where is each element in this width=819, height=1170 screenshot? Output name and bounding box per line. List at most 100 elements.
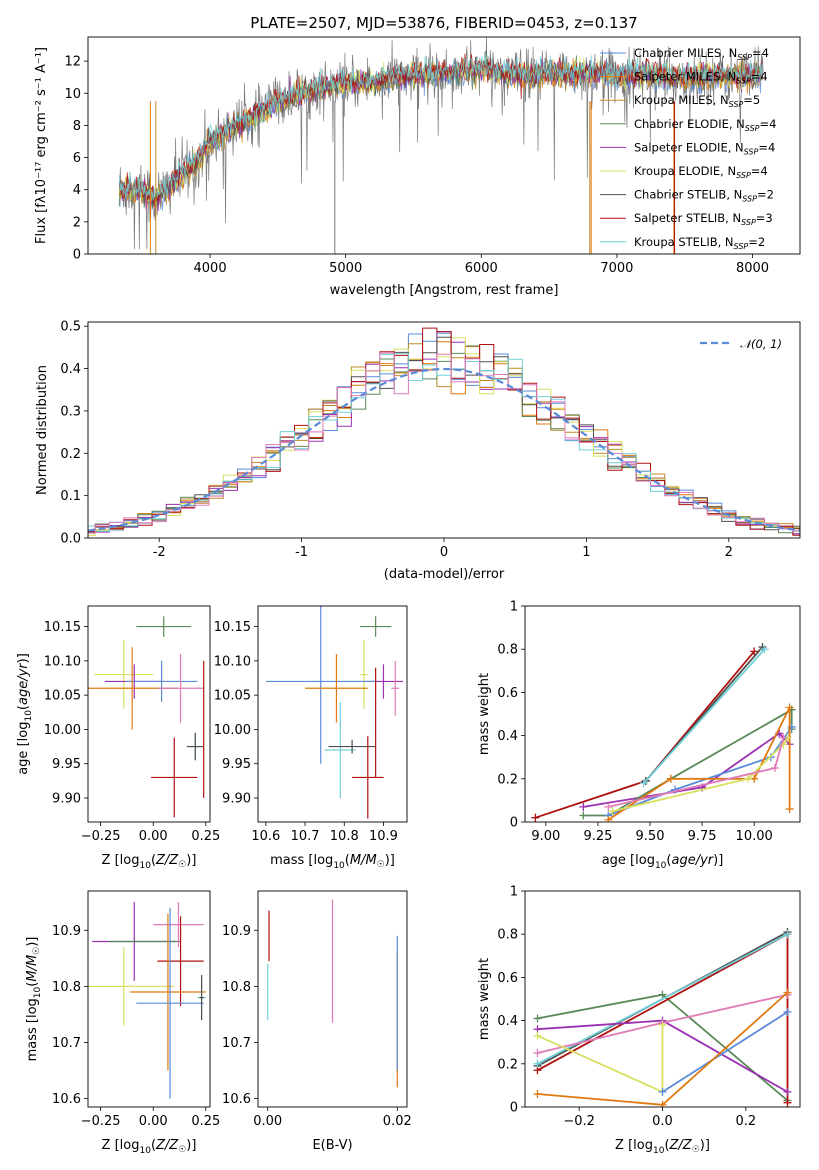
error-point <box>328 739 376 754</box>
weight-line <box>583 708 793 817</box>
y-tick-label: 6 <box>73 151 81 166</box>
x-axis-label: wavelength [Angstrom, rest frame] <box>330 283 559 298</box>
weight-series <box>639 645 769 788</box>
y-tick-label: 0.4 <box>497 729 518 744</box>
x-axis-label: E(B-V) <box>312 1138 352 1153</box>
y-tick-label: 10.05 <box>44 689 81 704</box>
error-point <box>88 947 175 1026</box>
y-tick-label: 10.6 <box>52 1092 81 1107</box>
x-axis-label: Z [log10(Z/Z☉)] <box>102 853 197 871</box>
legend-label: Kroupa ELODIE, NSSP=4 <box>634 164 768 180</box>
plot-frame <box>524 605 801 823</box>
weight-marker <box>783 988 792 997</box>
weight-line <box>662 1011 788 1093</box>
weight-marker <box>579 811 588 820</box>
x-tick-label: 0.2 <box>735 1114 756 1129</box>
y-tick-label: 10.15 <box>44 620 81 635</box>
error-point <box>391 660 400 716</box>
y-axis-label: Normed distribution <box>35 365 50 495</box>
x-tick-label: 2 <box>725 545 733 560</box>
panel-age_vs_mass: 10.6 10.7 10.8 10.9 9.90 9.95 10.00 10.05 10.10 1… <box>214 605 408 871</box>
error-point <box>359 616 392 637</box>
y-axis-label: mass weight <box>477 673 492 755</box>
plot-frame <box>87 36 801 255</box>
panel-mass_vs_ebv: 0.00 0.02 10.6 10.7 10.8 10.9 E(B-V) <box>222 890 412 1153</box>
x-tick-label: −0.25 <box>81 1114 121 1129</box>
weight-marker <box>760 645 769 654</box>
x-tick-label: 10.6 <box>251 829 280 844</box>
y-axis-label: mass [log10(M/M☉)] <box>25 937 43 1062</box>
y-tick-label: 10.05 <box>214 689 251 704</box>
x-tick-label: 0.00 <box>253 1114 282 1129</box>
x-tick-label: 0.00 <box>139 829 168 844</box>
error-point <box>157 654 204 723</box>
legend-label: Chabrier STELIB, NSSP=2 <box>634 188 774 204</box>
error-point <box>199 975 204 1021</box>
weight-line <box>535 650 755 819</box>
y-tick-label: 0 <box>510 816 518 831</box>
legend: Chabrier MILES, NSSP=4 Salpeter MILES, NS… <box>600 46 776 251</box>
weight-series <box>604 733 788 811</box>
panel-age_vs_Z: −0.25 0.00 0.25 9.90 9.95 10.00 10.05 10.10 10.1… <box>16 605 220 871</box>
histogram-step <box>88 352 800 534</box>
x-tick-label: 4000 <box>194 261 227 276</box>
y-tick-label: 10.15 <box>214 620 251 635</box>
plot-frame <box>87 890 211 1108</box>
plot-frame <box>87 605 211 823</box>
x-tick-label: 6000 <box>465 261 498 276</box>
x-axis-label: Z [log10(Z/Z☉)] <box>615 1138 710 1156</box>
weight-marker <box>785 805 794 814</box>
error-point <box>94 640 154 709</box>
weight-marker <box>783 930 792 939</box>
x-tick-label: 0.02 <box>383 1114 412 1129</box>
y-tick-label: 0.6 <box>497 971 518 986</box>
y-tick-label: 9.95 <box>222 757 251 772</box>
weight-line <box>612 737 789 813</box>
error-point <box>157 916 204 1007</box>
weight-marker <box>533 1014 542 1023</box>
y-tick-label: 8 <box>73 119 81 134</box>
x-tick-label: 9.75 <box>688 829 717 844</box>
y-tick-label: 9.90 <box>52 792 81 807</box>
y-tick-label: 2 <box>73 215 81 230</box>
weight-marker <box>658 990 667 999</box>
normal-curve <box>88 367 800 532</box>
y-tick-label: 1 <box>510 885 518 900</box>
legend-label: Salpeter MILES, NSSP=4 <box>634 70 768 86</box>
x-tick-label: 10.7 <box>291 829 320 844</box>
x-axis-label: Z [log10(Z/Z☉)] <box>102 1138 197 1156</box>
weight-marker <box>785 703 794 712</box>
weight-marker <box>783 1098 792 1107</box>
weight-series <box>608 733 792 816</box>
x-tick-label: 9.00 <box>531 829 560 844</box>
y-tick-label: 10.7 <box>222 1036 251 1051</box>
weight-marker <box>604 815 613 822</box>
y-tick-label: 0.4 <box>60 362 81 377</box>
y-tick-label: 0 <box>73 248 81 263</box>
y-tick-label: 0.2 <box>60 447 81 462</box>
y-tick-label: 0.2 <box>497 772 518 787</box>
legend-label: 𝒩(0, 1) <box>740 337 782 351</box>
weight-marker <box>533 1049 542 1057</box>
x-tick-label: 9.50 <box>636 829 665 844</box>
x-axis-label: age [log10(age/yr)] <box>602 853 724 871</box>
panel-mass_vs_Z: −0.25 0.00 0.25 10.6 10.7 10.8 10.9 Z [log10(Z/… <box>25 890 220 1156</box>
panel-spectrum: 4000 5000 6000 7000 8000 0 2 4 6 8 10 12 PLATE=2507,… <box>34 14 801 298</box>
y-tick-label: 0.3 <box>60 404 81 419</box>
x-tick-label: 10.00 <box>736 829 773 844</box>
legend-label: Salpeter ELODIE, NSSP=4 <box>634 140 775 156</box>
y-axis-label: Flux [fλ10⁻¹⁷ erg cm⁻² s⁻¹ A⁻¹] <box>34 47 49 244</box>
weight-marker <box>666 774 675 783</box>
weight-series <box>658 1007 792 1096</box>
x-tick-label: 0.00 <box>139 1114 168 1129</box>
weight-marker <box>639 779 648 788</box>
error-point <box>359 640 368 709</box>
x-tick-label: 5000 <box>329 261 362 276</box>
weight-marker <box>533 1059 542 1068</box>
error-point <box>153 902 204 948</box>
weight-marker <box>608 807 617 816</box>
weight-marker <box>783 1007 792 1016</box>
weight-marker <box>750 647 759 656</box>
x-tick-label: 10.9 <box>369 829 398 844</box>
y-tick-label: 12 <box>64 55 81 70</box>
